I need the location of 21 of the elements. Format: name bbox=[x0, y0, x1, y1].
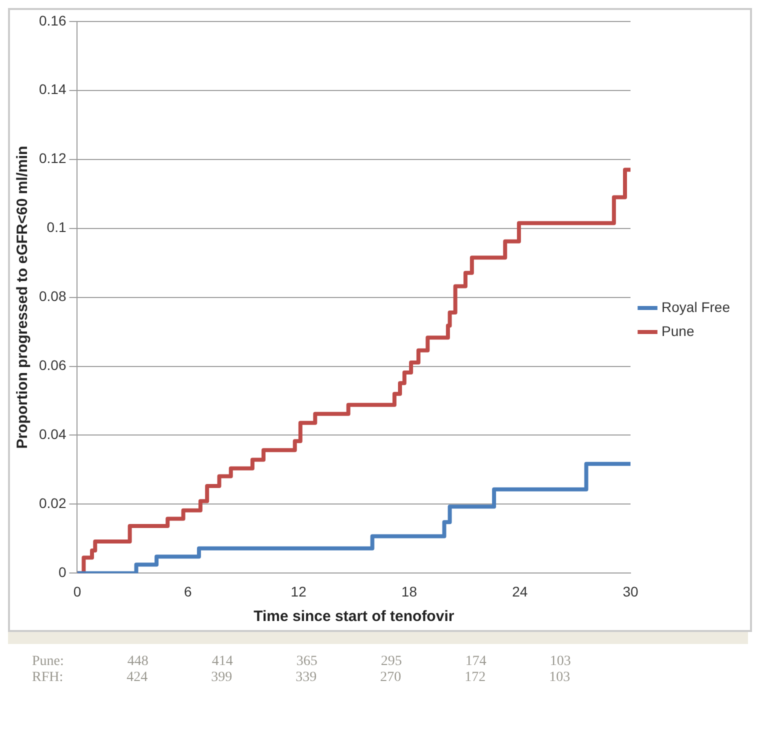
y-tick-label: 0.04 bbox=[39, 426, 66, 442]
x-tick-label: 12 bbox=[290, 583, 307, 600]
text: RFH: 424 399 339 270 172 103 bbox=[32, 670, 572, 686]
y-tick-label: 0.14 bbox=[39, 81, 66, 98]
y-tick-label: 0.12 bbox=[39, 150, 66, 166]
x-tick-label: 18 bbox=[401, 583, 418, 600]
y-axis-title: Proportion progressed to eGFR<60 ml/min bbox=[14, 146, 32, 449]
x-tick-label: 0 bbox=[73, 583, 82, 600]
y-tick-label: 0.16 bbox=[39, 12, 66, 28]
x-tick-label: 30 bbox=[622, 583, 639, 600]
x-tick-label: 24 bbox=[512, 583, 528, 600]
y-tick-label: 0.06 bbox=[39, 357, 66, 374]
legend-label: Pune bbox=[662, 322, 694, 339]
x-tick-label: 6 bbox=[184, 583, 192, 600]
x-axis-title: Time since start of tenofovir bbox=[254, 608, 454, 626]
legend-label: Royal Free bbox=[662, 298, 730, 315]
y-tick-label: 0.08 bbox=[39, 288, 66, 304]
y-tick-label: 0 bbox=[58, 564, 66, 580]
y-tick-label: 0.02 bbox=[39, 495, 66, 512]
text: Pune: 448 414 365 295 174 103 bbox=[32, 654, 572, 670]
y-tick-label: 0.1 bbox=[46, 219, 66, 236]
